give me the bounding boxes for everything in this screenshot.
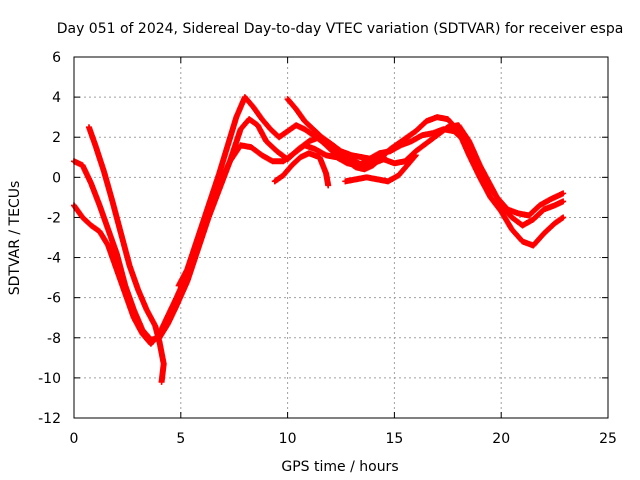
x-tick-label: 10 (279, 431, 297, 447)
x-tick-label: 20 (492, 431, 510, 447)
series-track-5 (284, 96, 387, 163)
y-tick-label: 2 (52, 130, 61, 146)
y-tick-label: -2 (47, 210, 61, 226)
series-track-7 (342, 152, 419, 185)
x-tick-label: 25 (599, 431, 617, 447)
x-tick-label: 15 (385, 431, 403, 447)
series-markers (271, 150, 332, 189)
plot-frame (73, 56, 609, 419)
y-tick-label: 6 (52, 50, 61, 66)
y-tick-label: -8 (47, 331, 61, 347)
y-tick-label: -12 (38, 411, 61, 427)
series-markers (85, 124, 167, 385)
y-axis-label: SDTVAR / TECUs (7, 181, 23, 296)
x-tick-label: 0 (70, 431, 79, 447)
series-track-4 (175, 94, 567, 289)
y-tick-label: 4 (52, 90, 61, 106)
x-tick-label: 5 (176, 431, 185, 447)
axes: 0 5 10 15 20 25 -12 -10 -8 -6 -4 -2 0 2 4 6 (38, 50, 617, 447)
y-tick-label: 0 (52, 170, 61, 186)
y-tick-label: -4 (47, 251, 61, 267)
data-points (71, 94, 567, 385)
series-track-3 (85, 124, 167, 385)
series-track-6 (271, 150, 332, 189)
y-tick-label: -10 (38, 371, 61, 387)
x-axis-label: GPS time / hours (281, 459, 398, 475)
series-markers (284, 96, 387, 163)
chart-title: Day 051 of 2024, Sidereal Day-to-day VTE… (57, 21, 624, 37)
series-markers (175, 94, 567, 289)
series-markers (342, 152, 419, 185)
grid-lines (74, 57, 608, 418)
y-tick-label: -6 (47, 291, 61, 307)
